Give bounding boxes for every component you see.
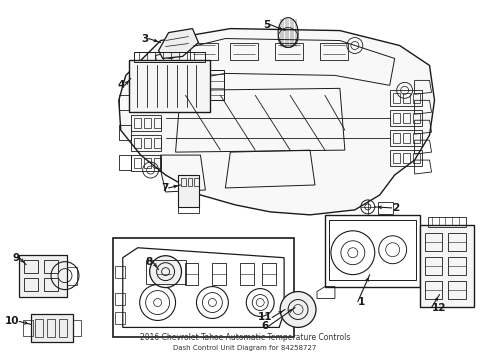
Bar <box>133 158 141 168</box>
Bar <box>19 255 67 297</box>
Bar <box>424 233 442 251</box>
Text: 3: 3 <box>141 33 148 44</box>
Circle shape <box>280 292 315 328</box>
Text: 4: 4 <box>117 80 124 90</box>
Bar <box>24 260 38 273</box>
Polygon shape <box>158 28 198 58</box>
Bar <box>153 138 160 148</box>
Text: 10: 10 <box>5 316 19 327</box>
Bar <box>230 42 258 60</box>
Bar <box>392 153 399 163</box>
Bar <box>130 135 160 151</box>
Bar <box>143 158 150 168</box>
Bar <box>115 293 124 305</box>
Bar <box>67 267 77 285</box>
Text: 2016 Chevrolet Tahoe Automatic Temperature Controls: 2016 Chevrolet Tahoe Automatic Temperatu… <box>139 333 349 342</box>
Bar <box>23 320 33 336</box>
Circle shape <box>149 256 181 288</box>
Bar <box>177 207 199 213</box>
Bar <box>424 280 442 298</box>
Bar <box>133 118 141 128</box>
Bar <box>389 130 421 146</box>
Text: 9: 9 <box>12 253 19 263</box>
Bar <box>212 263 226 285</box>
Text: Dash Control Unit Diagram for 84258727: Dash Control Unit Diagram for 84258727 <box>173 345 316 351</box>
Bar <box>194 178 199 186</box>
Bar <box>447 280 466 298</box>
Bar <box>184 263 198 285</box>
Bar <box>177 175 199 207</box>
Bar <box>153 158 160 168</box>
Bar <box>319 42 347 60</box>
Bar <box>24 278 38 291</box>
Bar <box>447 233 466 251</box>
Bar <box>377 202 392 214</box>
Bar <box>115 312 124 324</box>
Bar <box>412 153 419 163</box>
Bar <box>31 315 73 342</box>
Bar <box>412 133 419 143</box>
Polygon shape <box>119 28 434 215</box>
Bar <box>130 115 160 131</box>
Bar <box>412 113 419 123</box>
Bar <box>328 220 415 280</box>
Text: 12: 12 <box>430 302 445 312</box>
Bar <box>145 260 185 284</box>
Text: 6: 6 <box>261 321 267 332</box>
Bar <box>180 178 185 186</box>
Bar <box>275 42 303 60</box>
Bar <box>143 138 150 148</box>
Bar <box>402 153 409 163</box>
Bar <box>447 257 466 275</box>
Bar <box>325 215 419 287</box>
Bar <box>240 263 254 285</box>
Bar <box>427 217 466 227</box>
Bar <box>130 155 160 171</box>
Text: 1: 1 <box>357 297 365 306</box>
Bar <box>392 113 399 123</box>
Bar <box>389 150 421 166</box>
Bar <box>73 320 81 336</box>
Bar <box>210 71 224 100</box>
Text: 7: 7 <box>161 183 168 193</box>
Bar <box>143 98 150 108</box>
Bar <box>47 319 55 337</box>
Bar <box>419 225 473 306</box>
Bar <box>143 118 150 128</box>
Bar <box>130 95 160 111</box>
Bar <box>156 263 170 285</box>
Bar <box>133 138 141 148</box>
Text: 11: 11 <box>257 312 272 323</box>
Bar <box>424 257 442 275</box>
Text: 2: 2 <box>391 203 398 213</box>
Bar <box>402 113 409 123</box>
Bar <box>402 93 409 103</box>
Bar <box>59 319 67 337</box>
Bar <box>402 133 409 143</box>
Bar <box>35 319 43 337</box>
Bar <box>128 60 210 112</box>
Bar <box>412 93 419 103</box>
Bar <box>392 93 399 103</box>
Bar <box>153 98 160 108</box>
Bar <box>133 53 205 62</box>
Text: 5: 5 <box>263 19 270 30</box>
Bar <box>44 260 58 273</box>
Bar <box>113 238 293 337</box>
Bar <box>190 42 218 60</box>
Bar <box>133 98 141 108</box>
Bar <box>115 266 124 278</box>
Bar <box>262 263 276 285</box>
Text: 8: 8 <box>145 257 152 267</box>
Bar <box>44 278 58 291</box>
Bar <box>187 178 192 186</box>
Bar <box>389 110 421 126</box>
Bar <box>392 133 399 143</box>
Bar <box>389 90 421 106</box>
Bar <box>153 118 160 128</box>
